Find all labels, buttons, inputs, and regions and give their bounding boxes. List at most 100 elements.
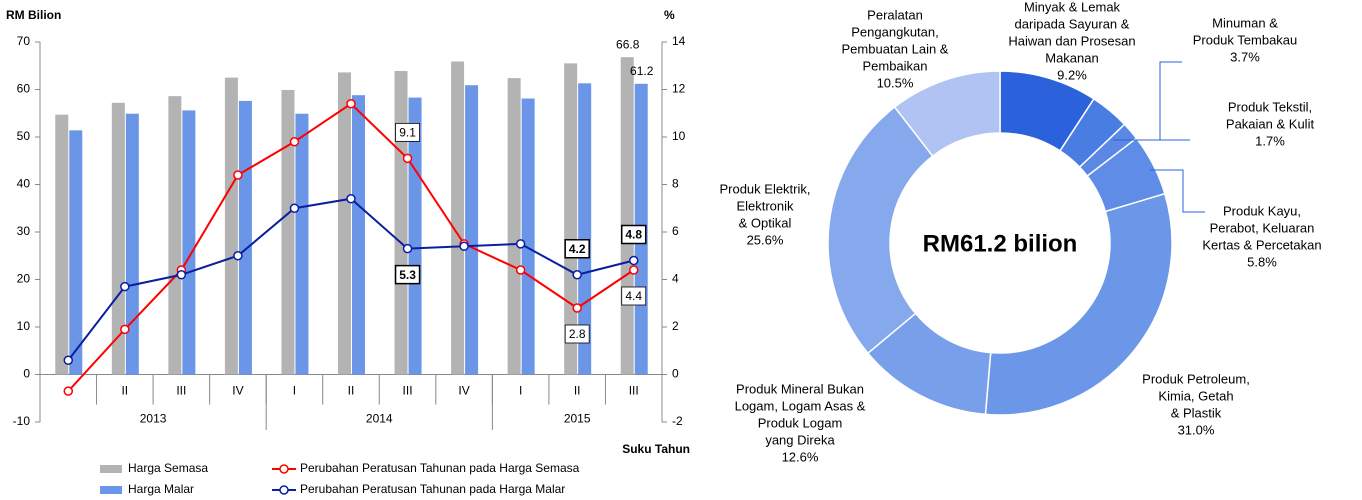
data-label-box xyxy=(564,324,590,344)
line-marker xyxy=(233,251,243,261)
segment-label: Produk Elektrik, xyxy=(719,181,810,196)
line-marker xyxy=(628,265,639,275)
y-axis-title: RM Bilion xyxy=(6,8,61,22)
y-tick-label: 40 xyxy=(17,177,31,191)
y2-tick-label: 12 xyxy=(672,82,686,96)
y2-tick-label: 8 xyxy=(672,177,679,191)
bar xyxy=(620,57,634,375)
donut-segment xyxy=(984,192,1173,416)
segment-label: Minuman & xyxy=(1212,15,1278,30)
bar xyxy=(451,61,465,375)
legend-swatch xyxy=(100,465,122,473)
bar-label: 66.8 xyxy=(616,37,640,51)
data-label: 4.2 xyxy=(569,242,586,256)
line-marker xyxy=(63,386,74,396)
legend-label: Harga Semasa xyxy=(128,461,208,475)
leader-line xyxy=(1150,169,1205,213)
x-tick-label: III xyxy=(403,384,413,398)
bar xyxy=(408,97,422,375)
data-label: 4.4 xyxy=(625,289,642,303)
line-marker xyxy=(572,270,582,280)
legend-label: Perubahan Peratusan Tahunan pada Harga M… xyxy=(300,482,565,496)
y2-tick-label: 0 xyxy=(672,367,679,381)
segment-label: Produk Mineral Bukan xyxy=(736,381,864,396)
bar xyxy=(507,78,521,375)
y-tick-label: 50 xyxy=(17,129,31,143)
segment-label: Produk Tembakau xyxy=(1193,32,1298,47)
segment-label: Perabot, Keluaran xyxy=(1210,220,1315,235)
segment-label: Peralatan xyxy=(867,7,923,22)
segment-label: & Plastik xyxy=(1171,405,1222,420)
segment-label: Pembuatan Lain & xyxy=(842,41,949,56)
bar xyxy=(55,114,69,375)
line-marker xyxy=(402,243,413,254)
data-label: 4.8 xyxy=(625,228,642,242)
x-axis-title: Suku Tahun xyxy=(622,442,690,456)
segment-label: Kimia, Getah xyxy=(1158,388,1233,403)
legend-swatch xyxy=(279,485,289,495)
bar xyxy=(168,96,182,375)
line-marker xyxy=(402,153,413,164)
line-marker xyxy=(572,303,582,313)
segment-label: Pengangkutan, xyxy=(851,24,938,39)
line-marker xyxy=(628,255,639,266)
segment-value: 25.6% xyxy=(747,232,784,247)
x-tick-label: II xyxy=(574,384,581,398)
bar xyxy=(238,100,252,375)
data-label: 9.1 xyxy=(399,126,416,140)
segment-value: 12.6% xyxy=(782,449,819,464)
bar xyxy=(182,110,196,375)
line-marker xyxy=(459,241,469,251)
y2-tick-label: 14 xyxy=(672,34,686,48)
bar xyxy=(295,113,309,375)
data-label-box xyxy=(620,224,647,245)
x-tick-label: I xyxy=(519,384,522,398)
legend-label: Harga Malar xyxy=(128,482,194,496)
bar xyxy=(224,77,238,375)
y-tick-label: 0 xyxy=(23,367,30,381)
bar xyxy=(69,130,83,375)
y2-tick-label: -2 xyxy=(672,414,683,428)
x-tick-label: IV xyxy=(232,384,243,398)
x-tick-label: II xyxy=(348,384,355,398)
segment-label: Produk Logam xyxy=(758,415,843,430)
legend-swatch xyxy=(100,486,122,494)
legend-label: Perubahan Peratusan Tahunan pada Harga S… xyxy=(300,461,580,475)
bar xyxy=(281,89,295,375)
y2-tick-label: 10 xyxy=(672,129,686,143)
line-marker xyxy=(346,194,356,204)
data-label-box xyxy=(395,122,420,142)
segment-label: & Optikal xyxy=(739,215,792,230)
bar xyxy=(394,70,408,375)
line-marker xyxy=(176,270,187,280)
segment-value: 9.2% xyxy=(1057,67,1087,82)
center-label: RM61.2 bilion xyxy=(923,230,1078,257)
data-label-box xyxy=(394,264,421,285)
segment-value: 5.8% xyxy=(1247,254,1277,269)
line-marker xyxy=(289,203,300,213)
segment-label: yang Direka xyxy=(765,432,835,447)
y2-tick-label: 6 xyxy=(672,224,679,238)
group-label: 2014 xyxy=(366,412,393,426)
segment-label: Makanan xyxy=(1045,50,1098,65)
segment-label: Produk Kayu, xyxy=(1223,203,1301,218)
y2-axis-title: % xyxy=(664,8,675,22)
line xyxy=(67,102,635,392)
y2-tick-label: 2 xyxy=(672,319,679,333)
segment-label: daripada Sayuran & xyxy=(1015,16,1130,31)
y-tick-label: -10 xyxy=(13,414,31,428)
segment-value: 31.0% xyxy=(1178,422,1215,437)
segment-value: 10.5% xyxy=(877,75,914,90)
y-tick-label: 30 xyxy=(17,224,31,238)
y2-tick-label: 4 xyxy=(672,272,679,286)
data-label-box xyxy=(621,286,647,306)
segment-label: Minyak & Lemak xyxy=(1024,0,1121,14)
donut-segment xyxy=(827,105,934,355)
segment-label: Produk Petroleum, xyxy=(1142,371,1250,386)
x-tick-label: I xyxy=(293,384,296,398)
line-marker xyxy=(233,170,243,180)
bar xyxy=(564,63,578,375)
segment-value: 1.7% xyxy=(1255,133,1285,148)
line-marker xyxy=(515,265,526,275)
